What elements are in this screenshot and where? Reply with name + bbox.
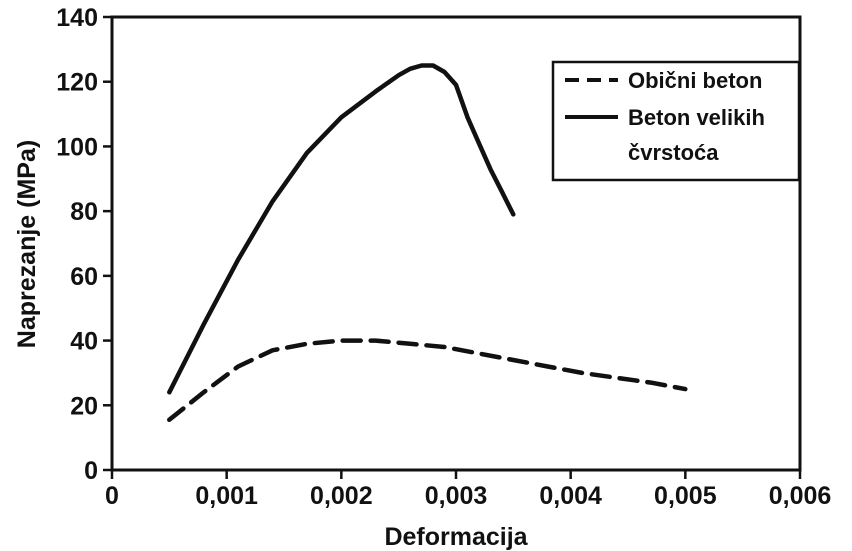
x-tick-label: 0,004	[539, 482, 602, 510]
x-axis-title: Deformacija	[384, 523, 528, 551]
legend-label-obicni-beton: Obični beton	[628, 68, 762, 93]
legend-label-beton-velikih-cvrstoca-line2: čvrstoća	[628, 140, 719, 165]
y-tick-label: 100	[56, 133, 98, 161]
y-tick-label: 120	[56, 69, 98, 97]
x-tick-label: 0	[105, 482, 119, 510]
x-tick-label: 0,002	[310, 482, 373, 510]
series-line-beton-velikih-cvrstoca	[167, 63, 516, 395]
y-axis-title: Naprezanje (MPa)	[13, 140, 41, 348]
y-tick-label: 20	[70, 392, 98, 420]
legend: Obični beton Beton velikih čvrstoća	[551, 60, 801, 182]
x-tick-label: 0,005	[654, 482, 717, 510]
series-layer	[167, 63, 688, 423]
y-tick-label: 0	[84, 457, 98, 485]
y-tick-label: 60	[70, 263, 98, 291]
x-tick-label: 0,001	[195, 482, 258, 510]
y-tick-label: 80	[70, 198, 98, 226]
x-tick-label: 0,003	[425, 482, 488, 510]
series-line-obicni-beton	[167, 338, 688, 423]
y-axis-ticks: 0 20 40 60 80 100 120 140	[56, 4, 112, 485]
legend-label-beton-velikih-cvrstoca-line1: Beton velikih	[628, 105, 765, 130]
y-tick-label: 140	[56, 4, 98, 32]
x-axis-ticks: 0 0,001 0,002 0,003 0,004 0,005 0,006	[105, 470, 831, 510]
y-tick-label: 40	[70, 328, 98, 356]
x-tick-label: 0,006	[769, 482, 832, 510]
